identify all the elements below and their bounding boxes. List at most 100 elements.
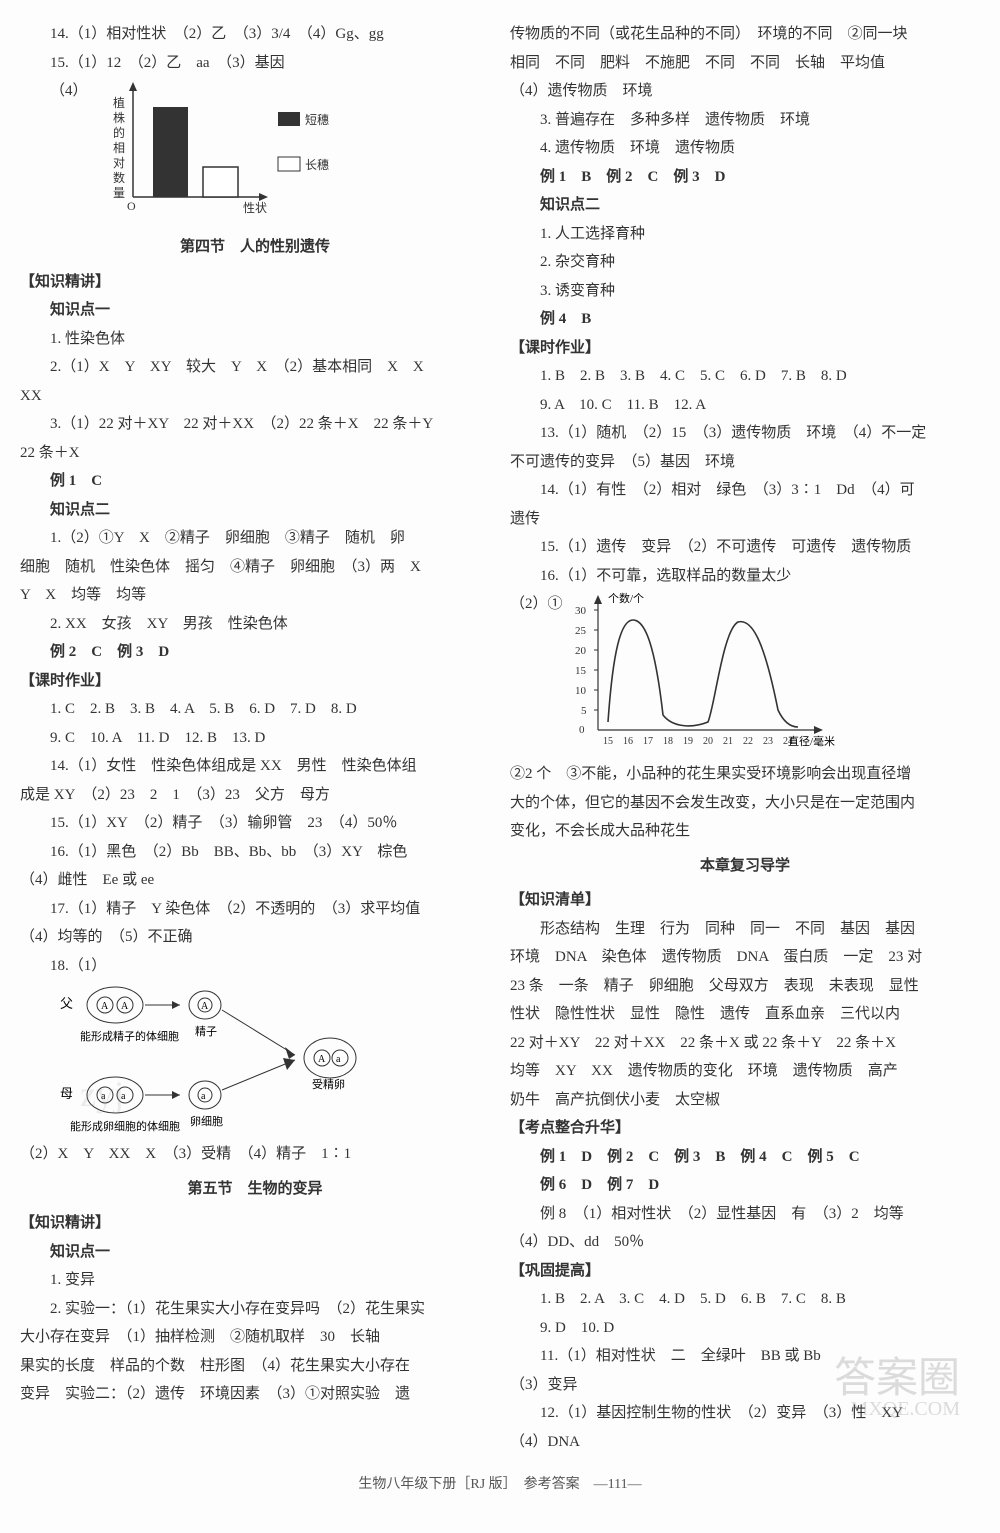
svg-text:对: 对: [113, 156, 125, 170]
gg11b: （3）变异: [510, 1371, 980, 1400]
hw-row1: 1. C 2. B 3. B 4. A 5. B 6. D 7. D 8. D: [20, 695, 490, 724]
svg-text:30: 30: [575, 605, 587, 617]
page-footer: 生物八年级下册［RJ 版］ 参考答案 —111—: [20, 1472, 980, 1499]
rhw13b: 不可遗传的变异 （5）基因 环境: [510, 448, 980, 477]
zhex8b: （4）DD、dd 50％: [510, 1228, 980, 1257]
cont1: 传物质的不同（或花生品种的不同） 环境的不同 ②同一块: [510, 20, 980, 49]
svg-text:精子: 精子: [195, 1025, 217, 1038]
gg2: 9. D 10. D: [510, 1314, 980, 1343]
svg-text:植: 植: [113, 95, 125, 110]
svg-text:20: 20: [575, 645, 587, 657]
section-4-title: 第四节 人的性别遗传: [20, 233, 490, 262]
svg-text:能形成精子的体细胞: 能形成精子的体细胞: [80, 1029, 179, 1043]
rk2-2: 2. 杂交育种: [510, 248, 980, 277]
section-5-title: 第五节 生物的变异: [20, 1175, 490, 1204]
rhw2: 9. A 10. C 11. B 12. A: [510, 391, 980, 420]
svg-text:A: A: [318, 1054, 326, 1065]
gg12b: （4）DNA: [510, 1428, 980, 1457]
h-ggtg: 【巩固提高】: [510, 1257, 980, 1286]
k2-2: 2. XX 女孩 XY 男孩 性染色体: [20, 610, 490, 639]
hw-row2: 9. C 10. A 11. D 12. B 13. D: [20, 724, 490, 753]
gg11a: 11.（1）相对性状 二 全绿叶 BB 或 Bb: [510, 1342, 980, 1371]
rk2-1: 1. 人工选择育种: [510, 220, 980, 249]
svg-text:15: 15: [603, 736, 613, 747]
left-column: 14.（1）相对性状 （2）乙 （3）3/4 （4）Gg、gg 15.（1）12…: [20, 20, 490, 1456]
k1-2b: XX: [20, 382, 490, 411]
k2-1c: Y X 均等 均等: [20, 581, 490, 610]
inheritance-diagram: 父 A A A 能形成精子的体细胞 精子 母 a a a: [20, 980, 490, 1140]
qd3: 23 条 一条 精子 卵细胞 父母双方 表现 未表现 显性: [510, 972, 980, 1001]
svg-text:16: 16: [623, 736, 633, 747]
rk2-3: 3. 诱变育种: [510, 277, 980, 306]
right-column: 传物质的不同（或花生品种的不同） 环境的不同 ②同一块 相同 不同 肥料 不施肥…: [510, 20, 980, 1456]
rex4: 例 4 B: [510, 305, 980, 334]
hw14a: 14.（1）女性 性染色体组成是 XX 男性 性染色体组: [20, 752, 490, 781]
svg-text:受精卵: 受精卵: [312, 1078, 345, 1091]
rhw16-2-label: （2）①: [510, 590, 563, 619]
svg-text:A: A: [201, 1001, 209, 1012]
answer-15-4-label: （4）: [20, 77, 88, 106]
v2d: 变异 实验二：（2）遗传 环境因素 （3）①对照实验 遗: [20, 1380, 490, 1409]
example-2-3: 例 2 C 例 3 D: [20, 638, 490, 667]
rhw13a: 13.（1）随机 （2）15 （3）遗传物质 环境 （4）不一定: [510, 419, 980, 448]
v2b: 大小存在变异 （1）抽样检测 ②随机取样 30 长轴: [20, 1323, 490, 1352]
bar-chart: 植 株 的 相 对 数 量 性状 O 短穗 长: [103, 77, 333, 227]
k1-2a: 2.（1）X Y XY 较大 Y X （2）基本相同 X X: [20, 353, 490, 382]
svg-text:a: a: [336, 1054, 341, 1065]
svg-text:a: a: [101, 1091, 106, 1102]
cont3: （4）遗传物质 环境: [510, 77, 980, 106]
rhw16-2d: 变化，不会长成大品种花生: [510, 817, 980, 846]
v2a: 2. 实验一：（1）花生果实大小存在变异吗 （2）花生果实: [20, 1295, 490, 1324]
svg-text:25: 25: [575, 625, 587, 637]
svg-text:能形成卵细胞的体细胞: 能形成卵细胞的体细胞: [70, 1119, 180, 1133]
heading-zsjj: 【知识精讲】: [20, 268, 490, 297]
qd2: 环境 DNA 染色体 遗传物质 DNA 蛋白质 一定 23 对: [510, 943, 980, 972]
k1-3a: 3.（1）22 对＋XY 22 对＋XX （2）22 条＋X 22 条＋Y: [20, 410, 490, 439]
zhex8a: 例 8 （1）相对性状 （2）显性基因 有 （3）2 均等: [510, 1200, 980, 1229]
line-chart: 0 5 10 15 20 25 30 151617 181920 212223 …: [563, 590, 843, 760]
svg-text:母: 母: [60, 1086, 73, 1101]
hw15: 15.（1）XY （2）精子 （3）输卵管 23 （4）50％: [20, 809, 490, 838]
svg-text:A: A: [101, 1001, 109, 1012]
svg-text:a: a: [121, 1091, 126, 1102]
r-zsd2: 知识点二: [510, 191, 980, 220]
svg-text:相: 相: [113, 141, 125, 155]
answer-14: 14.（1）相对性状 （2）乙 （3）3/4 （4）Gg、gg: [20, 20, 490, 49]
qd1: 形态结构 生理 行为 同种 同一 不同 基因 基因: [510, 915, 980, 944]
svg-text:量: 量: [113, 186, 125, 200]
r-kszy: 【课时作业】: [510, 334, 980, 363]
rhw14a: 14.（1）有性 （2）相对 绿色 （3）3∶1 Dd （4）可: [510, 476, 980, 505]
gg1: 1. B 2. A 3. C 4. D 5. D 6. B 7. C 8. B: [510, 1285, 980, 1314]
svg-text:个数/个: 个数/个: [608, 592, 644, 605]
svg-text:15: 15: [575, 665, 587, 677]
svg-text:21: 21: [723, 736, 733, 747]
heading-zsd1b: 知识点一: [20, 1238, 490, 1267]
v2c: 果实的长度 样品的个数 柱形图 （4）花生果实大小存在: [20, 1352, 490, 1381]
svg-text:O: O: [127, 199, 136, 213]
legend-short: 短穗: [305, 113, 329, 127]
hw16b: （4）雌性 Ee 或 ee: [20, 866, 490, 895]
qd4: 性状 隐性性状 显性 隐性 遗传 直系血亲 三代以内: [510, 1000, 980, 1029]
svg-text:卵细胞: 卵细胞: [190, 1115, 223, 1128]
svg-text:10: 10: [575, 685, 587, 697]
cont2: 相同 不同 肥料 不施肥 不同 不同 长轴 平均值: [510, 49, 980, 78]
rhw14b: 遗传: [510, 505, 980, 534]
qd7: 奶牛 高产抗倒伏小麦 太空椒: [510, 1086, 980, 1115]
zhex1: 例 1 D 例 2 C 例 3 B 例 4 C 例 5 C: [510, 1143, 980, 1172]
svg-text:株: 株: [113, 110, 125, 125]
v1: 1. 变异: [20, 1266, 490, 1295]
example-1: 例 1 C: [20, 467, 490, 496]
legend-long: 长穗: [305, 158, 329, 172]
svg-text:性状: 性状: [243, 201, 267, 215]
hw17b: （4）均等的 （5）不正确: [20, 923, 490, 952]
answer-15: 15.（1）12 （2）乙 aa （3）基因: [20, 49, 490, 78]
review-title: 本章复习导学: [510, 852, 980, 881]
r4: 4. 遗传物质 环境 遗传物质: [510, 134, 980, 163]
rhw15: 15.（1）遗传 变异 （2）不可遗传 可遗传 遗传物质: [510, 533, 980, 562]
h-kdzh: 【考点整合升华】: [510, 1114, 980, 1143]
hw18: 18.（1）: [20, 952, 490, 981]
svg-text:父: 父: [60, 996, 73, 1011]
heading-zsd2: 知识点二: [20, 496, 490, 525]
svg-text:直径/毫米: 直径/毫米: [788, 734, 835, 748]
rhw16: 16.（1）不可靠，选取样品的数量太少: [510, 562, 980, 591]
